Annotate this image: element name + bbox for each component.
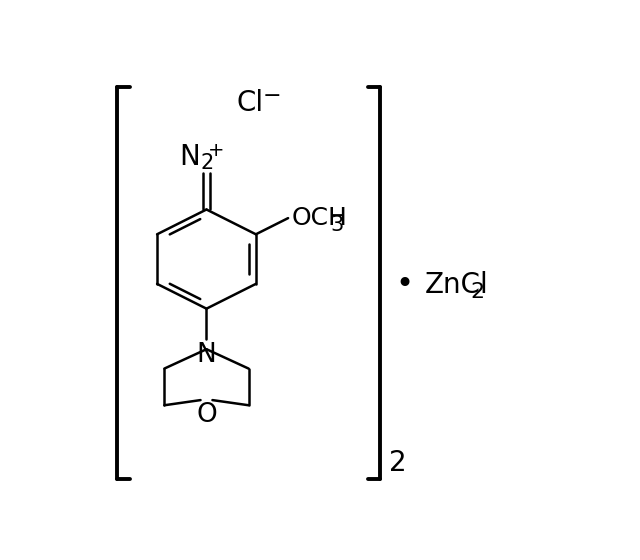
Text: +: + (208, 141, 225, 160)
Text: 2: 2 (389, 449, 406, 477)
Text: 2: 2 (200, 153, 213, 173)
Text: −: − (262, 86, 281, 106)
Text: ZnCl: ZnCl (425, 271, 488, 299)
Text: •: • (396, 270, 414, 300)
Text: O: O (196, 402, 217, 428)
Text: N: N (179, 143, 200, 171)
Text: OCH: OCH (292, 206, 348, 230)
Text: N: N (196, 342, 216, 368)
Text: Cl: Cl (236, 89, 264, 117)
Text: 3: 3 (331, 215, 344, 235)
Text: 2: 2 (470, 282, 484, 302)
